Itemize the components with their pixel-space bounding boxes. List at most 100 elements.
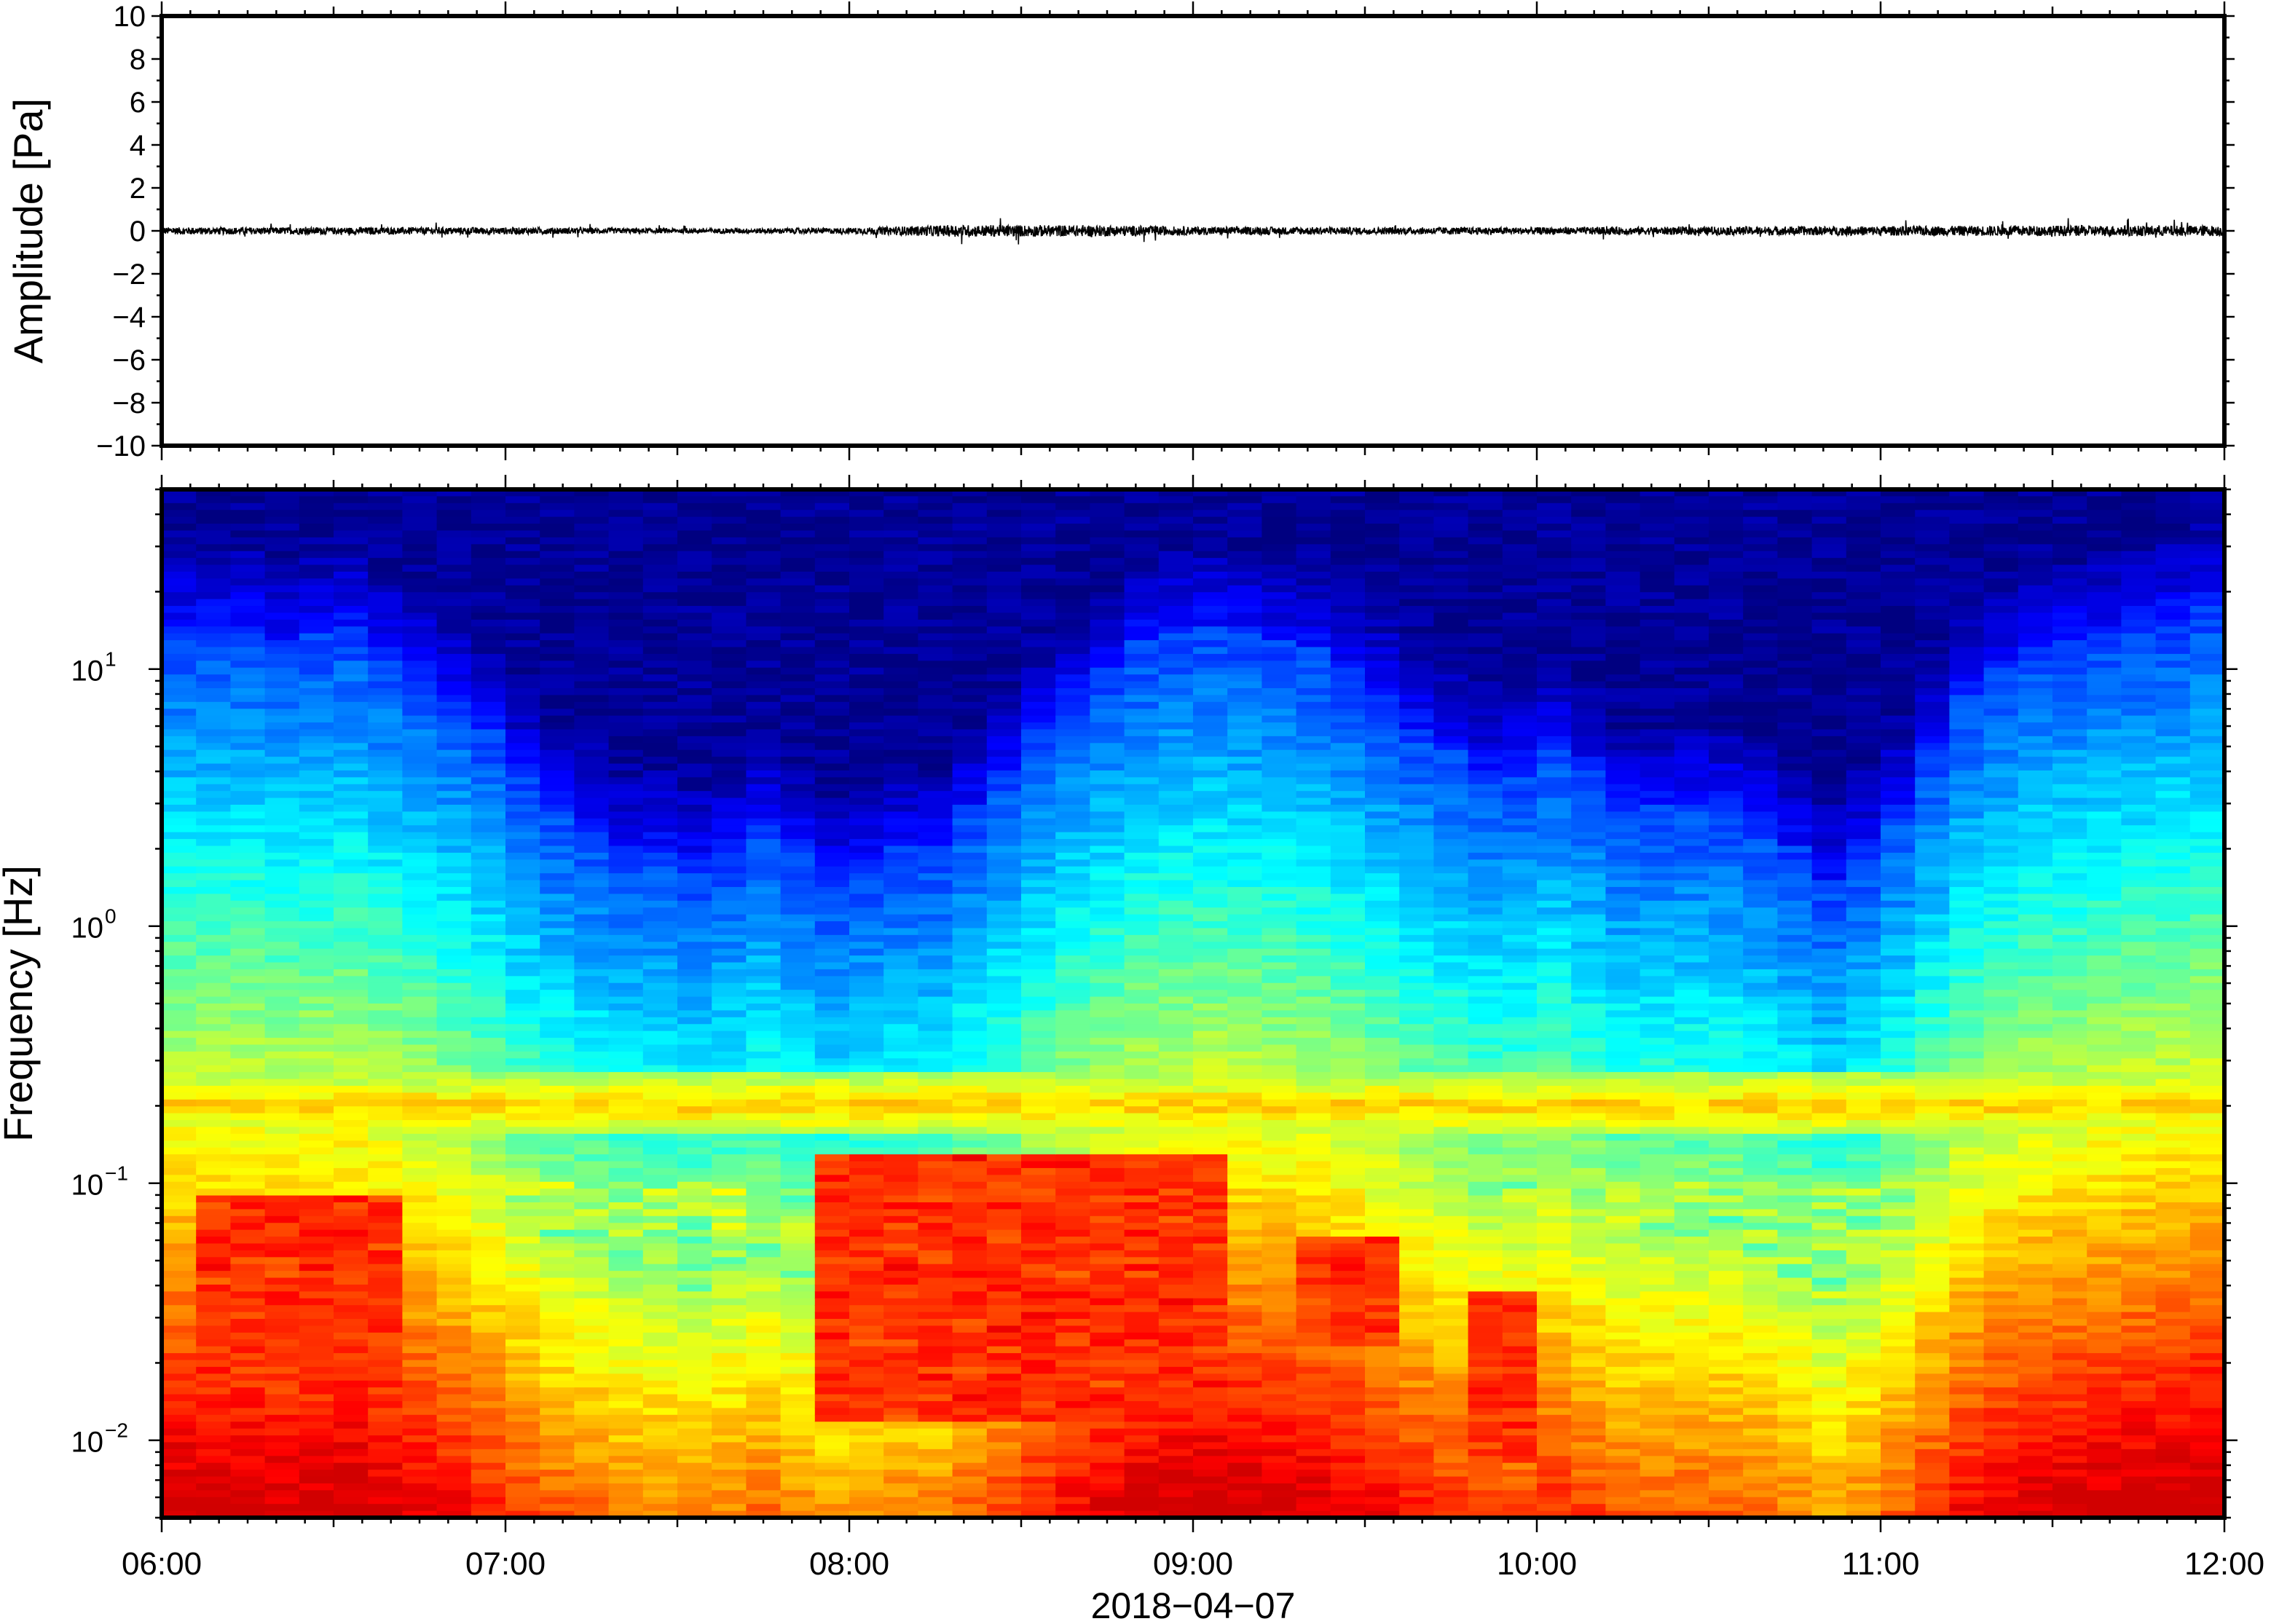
- spectrogram-cell: [505, 1113, 540, 1121]
- spectrogram-cell: [230, 784, 266, 792]
- spectrogram-cell: [334, 1504, 369, 1512]
- spectrogram-cell: [849, 1332, 884, 1341]
- spectrogram-cell: [540, 1264, 575, 1272]
- spectrogram-cell: [196, 832, 232, 840]
- spectrogram-cell: [1021, 640, 1056, 648]
- spectrogram-cell: [814, 612, 850, 620]
- spectrogram-cell: [814, 1106, 850, 1114]
- spectrogram-cell: [986, 1346, 1022, 1354]
- spectrogram-cell: [471, 1237, 506, 1245]
- spectrogram-cell: [1227, 1394, 1263, 1402]
- spectrogram-cell: [1090, 1024, 1125, 1032]
- spectrogram-cell: [1193, 1085, 1228, 1094]
- spectrogram-cell: [1158, 1237, 1194, 1245]
- spectrogram-cell: [642, 681, 678, 689]
- spectrogram-cell: [471, 558, 506, 566]
- waveform-y-axis-title: Amplitude [Pa]: [5, 98, 51, 363]
- spectrogram-cell: [712, 1360, 747, 1368]
- spectrogram-cell: [1124, 818, 1160, 827]
- spectrogram-cell: [368, 1271, 404, 1279]
- spectrogram-cell: [1158, 1243, 1194, 1251]
- spectrogram-cell: [368, 818, 404, 827]
- spectrogram-cell: [814, 859, 850, 867]
- spectrogram-cell: [264, 1298, 300, 1306]
- spectrogram-cell: [334, 818, 369, 827]
- spectrogram-cell: [334, 1195, 369, 1203]
- spectrogram-cell: [883, 1456, 919, 1464]
- spectrogram-cell: [402, 1209, 438, 1217]
- spectrogram-cell: [264, 1017, 300, 1025]
- spectrogram-cell: [299, 818, 334, 827]
- spectrogram-cell: [505, 1291, 540, 1299]
- spectrogram-cell: [883, 886, 919, 895]
- spectrogram-cell: [196, 1497, 232, 1505]
- spectrogram-cell: [814, 592, 850, 600]
- spectrogram-cell: [574, 1353, 610, 1361]
- spectrogram-cell: [849, 1065, 884, 1073]
- spectrogram-cell: [1055, 715, 1091, 723]
- spectrogram-cell: [814, 1058, 850, 1066]
- spectrogram-cell: [540, 502, 575, 511]
- spectrogram-cell: [540, 1312, 575, 1320]
- spectrogram-cell: [162, 489, 197, 497]
- spectrogram-cell: [986, 1065, 1022, 1073]
- spectrogram-cell: [1124, 1030, 1160, 1038]
- spectrogram-cell: [368, 1476, 404, 1484]
- spectrogram-cell: [1193, 1394, 1228, 1402]
- spectrogram-cell: [334, 502, 369, 511]
- spectrogram-cell: [849, 880, 884, 888]
- spectrogram-cell: [334, 1360, 369, 1368]
- spectrogram-cell: [540, 1456, 575, 1464]
- spectrogram-cell: [1227, 592, 1263, 600]
- spectrogram-cell: [1227, 1346, 1263, 1354]
- spectrogram-cell: [334, 1181, 369, 1189]
- spectrogram-cell: [849, 1154, 884, 1162]
- spectrogram-cell: [746, 1483, 782, 1491]
- spectrogram-cell: [712, 990, 747, 998]
- spectrogram-cell: [780, 1161, 816, 1169]
- spectrogram-cell: [1090, 818, 1125, 827]
- spectrogram-cell: [334, 1476, 369, 1484]
- spectrogram-cell: [712, 1181, 747, 1189]
- spectrogram-cell: [746, 1360, 782, 1368]
- spectrogram-cell: [1227, 921, 1263, 929]
- spectrogram-cell: [540, 1394, 575, 1402]
- spectrogram-cell: [1055, 1483, 1091, 1491]
- spectrogram-cell: [574, 544, 610, 552]
- spectrogram-cell: [196, 544, 232, 552]
- spectrogram-cell: [986, 1167, 1022, 1176]
- spectrogram-cell: [574, 791, 610, 799]
- spectrogram-cell: [952, 715, 988, 723]
- spectrogram-cell: [883, 969, 919, 977]
- spectrogram-cell: [608, 955, 644, 963]
- spectrogram-cell: [299, 1250, 334, 1258]
- spectrogram-cell: [1090, 942, 1125, 950]
- spectrogram-cell: [334, 695, 369, 703]
- spectrogram-cell: [540, 1113, 575, 1121]
- spectrogram-cell: [334, 1298, 369, 1306]
- spectrogram-cell: [780, 1380, 816, 1388]
- spectrogram-cell: [334, 496, 369, 504]
- spectrogram-cell: [230, 1237, 266, 1245]
- spectrogram-cell: [986, 1004, 1022, 1012]
- spectrogram-cell: [712, 489, 747, 497]
- spectrogram-cell: [1158, 1476, 1194, 1484]
- spectrogram-cell: [746, 928, 782, 936]
- spectrogram-cell: [540, 784, 575, 792]
- spectrogram-cell: [1193, 564, 1228, 572]
- spectrogram-cell: [746, 1264, 782, 1272]
- spectrogram-cell: [814, 990, 850, 998]
- spectrogram-cell: [1124, 489, 1160, 497]
- spectrogram-cell: [712, 1373, 747, 1381]
- spectrogram-cell: [436, 1298, 472, 1306]
- spectrogram-cell: [299, 1271, 334, 1279]
- spectrogram-cell: [264, 1099, 300, 1107]
- spectrogram-cell: [677, 1497, 712, 1505]
- spectrogram-cell: [918, 749, 953, 757]
- spectrogram-cell: [814, 749, 850, 757]
- spectrogram-cell: [230, 1038, 266, 1046]
- spectrogram-cell: [1124, 530, 1160, 538]
- spectrogram-cell: [642, 1092, 678, 1100]
- spectrogram-cell: [1227, 907, 1263, 915]
- spectrogram-cell: [608, 1346, 644, 1354]
